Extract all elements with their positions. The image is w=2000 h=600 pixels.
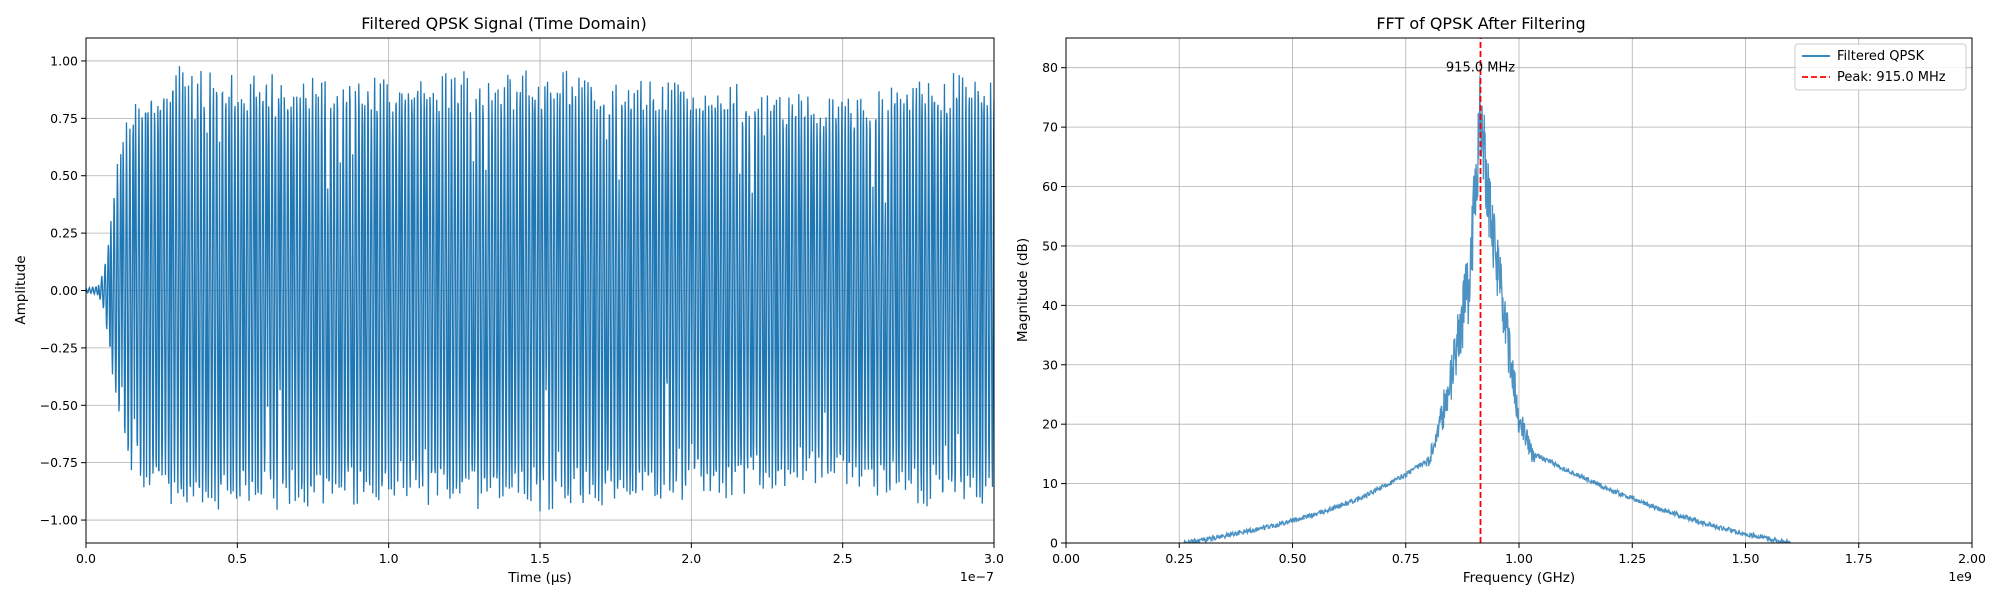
- series-line-filtered-qpsk-time: [86, 66, 994, 512]
- time-domain-ticks: 0.0 0.5 1.0 1.5 2.0 2.5 3.0 −1.00 −0.75 −0.50 −0.2…: [40, 53, 1004, 566]
- x-tick-label: 2.00: [1958, 551, 1986, 566]
- y-tick-label: 0.75: [50, 111, 78, 126]
- x-tick-label: 0.0: [76, 551, 96, 566]
- fft-title: FFT of QPSK After Filtering: [1376, 14, 1585, 33]
- series-line-filtered-qpsk: [1183, 75, 1791, 543]
- y-tick-label: −0.25: [40, 340, 78, 355]
- y-tick-label: 0.50: [50, 168, 78, 183]
- fft-x-offset: 1e9: [1948, 569, 1972, 584]
- time-domain-title: Filtered QPSK Signal (Time Domain): [361, 14, 646, 33]
- y-tick-label: 10: [1042, 476, 1058, 491]
- time-domain-ylabel: Amplitude: [13, 255, 29, 324]
- time-domain-panel: Filtered QPSK Signal (Time Domain) 0.0 0.…: [13, 14, 1004, 586]
- legend-box: [1794, 43, 1967, 91]
- y-tick-label: 50: [1042, 238, 1058, 253]
- x-tick-label: 0.5: [227, 551, 247, 566]
- x-tick-label: 0.25: [1165, 551, 1193, 566]
- x-tick-label: 1.50: [1732, 551, 1760, 566]
- x-tick-label: 1.00: [1505, 551, 1533, 566]
- y-tick-label: 70: [1042, 120, 1058, 135]
- legend-label-filtered-qpsk: Filtered QPSK: [1837, 49, 1925, 64]
- x-tick-label: 1.0: [379, 551, 399, 566]
- y-tick-label: 40: [1042, 298, 1058, 313]
- y-tick-label: 30: [1042, 357, 1058, 372]
- x-tick-label: 1.75: [1845, 551, 1873, 566]
- y-tick-label: 60: [1042, 179, 1058, 194]
- y-tick-label: 0.00: [50, 283, 78, 298]
- fft-peak-annotation: 915.0 MHz: [1446, 61, 1515, 76]
- x-tick-label: 2.0: [681, 551, 701, 566]
- x-tick-label: 1.25: [1618, 551, 1646, 566]
- x-tick-label: 3.0: [984, 551, 1004, 566]
- x-tick-label: 0.00: [1052, 551, 1080, 566]
- y-tick-label: 0.25: [50, 226, 78, 241]
- fft-axes-frame: [1065, 37, 1973, 544]
- fft-xlabel: Frequency (GHz): [1463, 570, 1575, 586]
- x-tick-label: 0.75: [1392, 551, 1420, 566]
- y-tick-label: −0.50: [40, 398, 78, 413]
- y-tick-label: 1.00: [50, 53, 78, 68]
- fft-panel: FFT of QPSK After Filtering 0.00 0.25 0.50…: [1015, 14, 1986, 586]
- time-domain-x-offset: 1e−7: [960, 569, 994, 584]
- time-domain-xlabel: Time (µs): [507, 570, 572, 586]
- y-tick-label: −1.00: [40, 513, 78, 528]
- fft-ylabel: Magnitude (dB): [1015, 238, 1031, 342]
- x-tick-label: 2.5: [833, 551, 853, 566]
- y-tick-label: 80: [1042, 60, 1058, 75]
- fft-legend: Filtered QPSK Peak: 915.0 MHz: [1794, 43, 1967, 91]
- legend-label-peak: Peak: 915.0 MHz: [1837, 70, 1946, 85]
- time-domain-axes-frame: [85, 37, 995, 544]
- fft-data: [1183, 38, 1791, 543]
- y-tick-label: −0.75: [40, 455, 78, 470]
- x-tick-label: 1.5: [530, 551, 550, 566]
- y-tick-label: 0: [1050, 536, 1058, 551]
- time-domain-data: [86, 66, 994, 512]
- y-tick-label: 20: [1042, 417, 1058, 432]
- fft-ticks: 0.00 0.25 0.50 0.75 1.00 1.25 1.50 1.75 2.00 0 10 2…: [1042, 60, 1986, 566]
- x-tick-label: 0.50: [1279, 551, 1307, 566]
